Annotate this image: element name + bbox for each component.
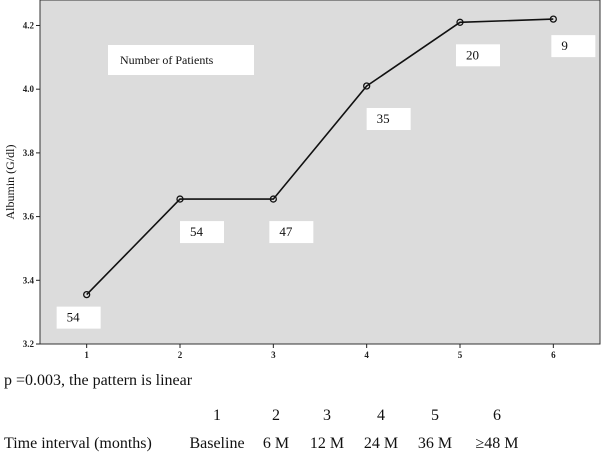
- annotation-bg: [180, 221, 224, 244]
- annotation-box: 54: [56, 306, 101, 329]
- interval-number: 2: [272, 407, 280, 424]
- annotation-box: 54: [180, 221, 224, 244]
- x-tick-label: 4: [364, 350, 369, 360]
- interval-number: 5: [431, 407, 439, 424]
- interval-label: ≥48 M: [475, 435, 519, 452]
- annotation-label: 54: [67, 310, 81, 325]
- interval-label: 36 M: [417, 435, 453, 452]
- data-point: [456, 18, 464, 26]
- annotation-label: 35: [377, 111, 390, 126]
- x-tick-label: 6: [551, 350, 556, 360]
- annotation-bg: [366, 108, 411, 130]
- x-tick-label: 1: [84, 350, 89, 360]
- annotation-box: 9: [551, 35, 596, 58]
- annotation-bg: [551, 35, 596, 58]
- interval-label: 6 M: [262, 435, 290, 452]
- y-tick-label: 3.8: [23, 148, 35, 158]
- annotation-bg: [269, 221, 314, 244]
- interval-number: 1: [213, 407, 221, 424]
- albumin-line-chart: Albumin (G/dl) Number of Patients 3.2 3.4…: [3, 0, 601, 360]
- annotation-bg: [56, 306, 101, 329]
- annotation-box: 35: [366, 108, 411, 130]
- annotation-box: 47: [269, 221, 314, 244]
- point-annotations: 54 54 47 35 20 9: [56, 35, 596, 329]
- y-tick-label: 4.2: [23, 20, 35, 30]
- annotation-label: 9: [561, 38, 568, 53]
- data-point: [269, 195, 277, 203]
- p-value-note: p =0.003, the pattern is linear: [4, 372, 193, 389]
- annotation-box: 20: [456, 44, 500, 67]
- annotation-label: 47: [279, 224, 293, 239]
- interval-label: 24 M: [363, 435, 399, 452]
- data-point: [549, 15, 557, 23]
- y-axis-title: Albumin (G/dl): [3, 145, 17, 220]
- interval-row-label: Time interval (months): [4, 435, 152, 452]
- data-point: [83, 290, 91, 299]
- interval-number: 3: [323, 407, 331, 424]
- interval-label: 12 M: [309, 435, 345, 452]
- x-tick-label: 3: [271, 350, 276, 360]
- x-tick-label: 5: [458, 350, 463, 360]
- annotation-label: 54: [190, 224, 204, 239]
- interval-number: 6: [493, 407, 501, 424]
- y-tick-label: 3.6: [23, 212, 35, 222]
- time-interval-table: 1 2 3 4 5 6 Time interval (months) Basel…: [4, 402, 532, 458]
- interval-number-row: 1 2 3 4 5 6: [4, 402, 532, 430]
- interval-number: 4: [377, 407, 385, 424]
- legend-label: Number of Patients: [120, 53, 214, 67]
- series-line: [86, 18, 554, 296]
- blank-cell: [4, 402, 182, 430]
- axis-ticks: 3.2 3.4 3.6 3.8 4.0 4.2 1 2 3 4 5 6: [23, 20, 556, 360]
- data-point: [176, 195, 184, 203]
- legend-box: [108, 45, 254, 75]
- annotation-bg: [456, 44, 500, 67]
- data-points: [83, 15, 557, 299]
- data-point: [363, 82, 371, 90]
- interval-label-row: Time interval (months) Baseline 6 M 12 M…: [4, 430, 532, 458]
- y-tick-label: 4.0: [23, 84, 35, 94]
- y-tick-label: 3.4: [23, 275, 35, 285]
- annotation-label: 20: [466, 47, 479, 62]
- interval-label: Baseline: [189, 435, 245, 452]
- x-tick-label: 2: [178, 350, 183, 360]
- y-tick-label: 3.2: [23, 339, 35, 349]
